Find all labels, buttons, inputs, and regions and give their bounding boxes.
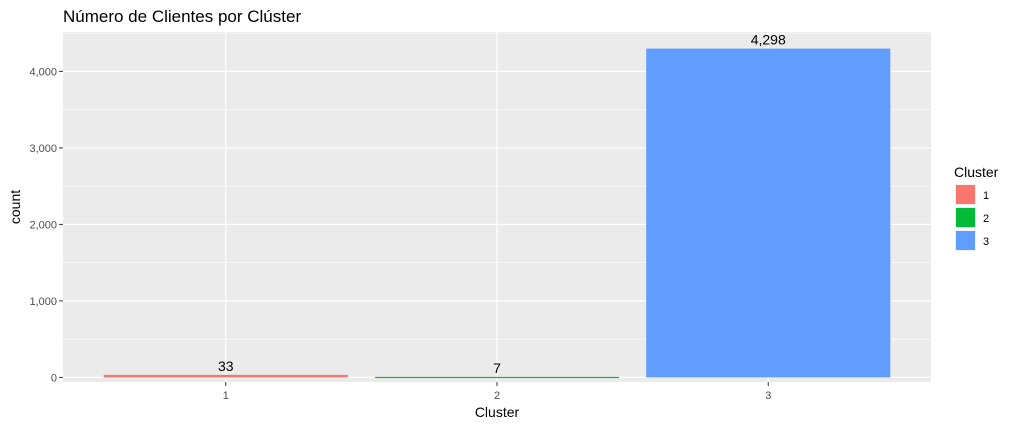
y-tick-label: 0 xyxy=(51,372,57,384)
x-axis-title: Cluster xyxy=(475,404,520,420)
legend-title: Cluster xyxy=(954,164,999,180)
bars xyxy=(103,48,891,379)
legend-label: 3 xyxy=(983,236,989,248)
data-label: 4,298 xyxy=(751,32,786,48)
legend-swatch xyxy=(956,185,975,204)
data-labels: 33 7 4,298 xyxy=(218,32,786,376)
x-tick-label: 3 xyxy=(765,390,771,402)
x-tick-label: 2 xyxy=(494,390,500,402)
data-label: 33 xyxy=(218,358,234,374)
x-tick-label: 1 xyxy=(223,390,229,402)
bar-cluster-1 xyxy=(103,374,348,378)
y-tick-label: 3,000 xyxy=(29,143,57,155)
data-label: 7 xyxy=(493,360,501,376)
y-axis: 0 1,000 2,000 3,000 4,000 xyxy=(29,66,63,384)
chart-title: Número de Clientes por Clúster xyxy=(63,7,301,26)
legend-swatch xyxy=(956,231,975,250)
legend: Cluster 1 2 3 xyxy=(954,164,999,251)
y-tick-label: 1,000 xyxy=(29,296,57,308)
bar-cluster-2 xyxy=(374,376,620,379)
y-tick-label: 4,000 xyxy=(29,66,57,78)
legend-label: 2 xyxy=(983,213,989,225)
y-axis-title: count xyxy=(7,190,23,224)
bar-cluster-3 xyxy=(646,48,891,378)
legend-swatch xyxy=(956,208,975,227)
x-axis: 1 2 3 xyxy=(223,382,771,402)
y-tick-label: 2,000 xyxy=(29,219,57,231)
legend-label: 1 xyxy=(983,190,989,202)
